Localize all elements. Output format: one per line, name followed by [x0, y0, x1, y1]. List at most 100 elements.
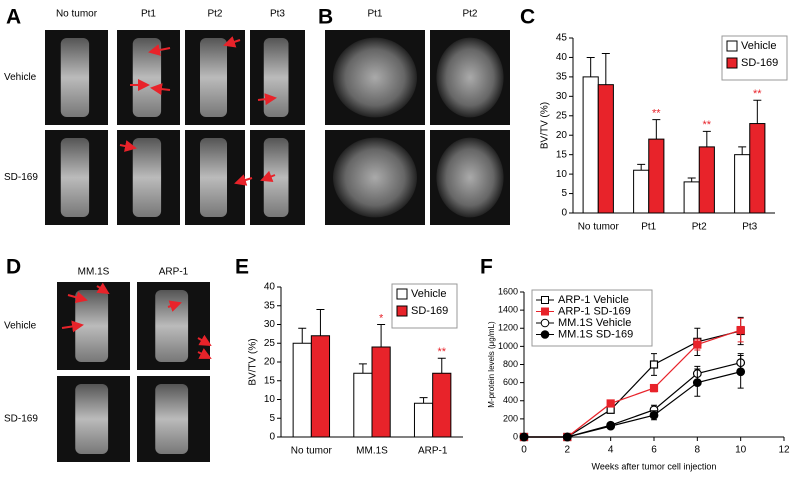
- arrow: [260, 170, 276, 183]
- y-tick-label: 40: [264, 282, 276, 293]
- significance: **: [652, 108, 661, 120]
- y-tick-label: 10: [264, 394, 276, 405]
- y-tick-label: 0: [269, 432, 275, 443]
- legend-label: MM.1S Vehicle: [558, 317, 631, 329]
- bone-shape: [60, 38, 90, 117]
- bar: [582, 76, 599, 214]
- significance: **: [437, 346, 446, 358]
- error-bar: [437, 357, 446, 374]
- marker: [649, 383, 659, 393]
- bone-shape: [263, 138, 289, 217]
- y-tick-label: 25: [556, 110, 568, 121]
- legend-marker: [540, 318, 550, 328]
- y-tick-label: 1000: [498, 341, 518, 351]
- column-label: ARP-1: [159, 267, 189, 278]
- x-tick-label: Pt1: [641, 222, 656, 233]
- image-panels: A No tumor Pt1 Pt2 Pt3 Vehicle SD-169 B Pt1 Pt2 D M…: [4, 6, 510, 462]
- y-tick-label: 800: [503, 359, 518, 369]
- arrow: [61, 320, 84, 333]
- row-label: SD-169: [4, 414, 38, 425]
- legend-label: Vehicle: [741, 40, 776, 52]
- y-axis-label: BV/TV (%): [540, 102, 551, 149]
- bar: [432, 372, 452, 438]
- legend-box: [531, 289, 653, 347]
- arrow: [167, 300, 182, 312]
- marker: [692, 378, 702, 388]
- error-bar: [702, 130, 711, 147]
- bone-shape: [60, 138, 90, 217]
- bar: [633, 169, 650, 214]
- arrow: [119, 140, 137, 152]
- x-tick-label: Pt2: [692, 222, 707, 233]
- error-bar: [358, 363, 367, 374]
- marker: [562, 432, 572, 442]
- x-tick-label: 6: [651, 445, 657, 456]
- error-bar: [738, 146, 747, 155]
- y-tick-label: 15: [264, 375, 276, 386]
- x-tick-label: ARP-1: [418, 446, 448, 457]
- panel-letter: F: [480, 256, 493, 279]
- y-tick-label: 35: [264, 300, 276, 311]
- bar: [371, 346, 391, 438]
- x-tick-label: No tumor: [291, 446, 333, 457]
- bone-shape: [200, 138, 227, 217]
- column-label: Pt3: [270, 9, 285, 20]
- y-tick-label: 400: [503, 395, 518, 405]
- error-bar: [316, 309, 325, 336]
- y-tick-label: 200: [503, 413, 518, 423]
- y-tick-label: 10: [556, 169, 568, 180]
- y-tick-label: 45: [556, 33, 568, 44]
- bar: [734, 154, 751, 214]
- ct-section: [436, 37, 504, 118]
- ct-section: [333, 37, 417, 118]
- bar: [413, 402, 434, 438]
- legend-label: MM.1S SD-169: [558, 328, 633, 340]
- arrow: [223, 36, 241, 48]
- y-tick-label: 5: [269, 413, 275, 424]
- y-axis-label: BV/TV (%): [248, 338, 259, 385]
- x-tick-label: MM.1S: [356, 446, 388, 457]
- bone-shape: [200, 38, 227, 117]
- row-label: Vehicle: [4, 321, 37, 332]
- arrow: [150, 83, 171, 96]
- y-tick-label: 20: [264, 357, 276, 368]
- panel-letter: B: [318, 6, 333, 29]
- marker: [606, 399, 615, 408]
- bar: [353, 372, 373, 438]
- column-label: MM.1S: [78, 267, 110, 278]
- ct-section: [436, 137, 504, 218]
- error-bar: [753, 99, 762, 124]
- ct-section: [333, 137, 417, 218]
- arrow: [67, 291, 88, 304]
- column-label: Pt2: [207, 9, 222, 20]
- x-tick-label: Pt3: [742, 222, 757, 233]
- bar: [749, 123, 766, 214]
- legend-label: Vehicle: [411, 288, 446, 300]
- arrow: [234, 174, 253, 186]
- y-tick-label: 5: [561, 188, 567, 199]
- marker: [693, 340, 702, 349]
- y-tick-label: 1200: [498, 323, 518, 333]
- y-tick-label: 0: [513, 431, 518, 441]
- legend-label: ARP-1 Vehicle: [558, 294, 629, 306]
- marker: [736, 325, 745, 335]
- arrow: [197, 334, 212, 347]
- column-label: Pt1: [141, 9, 156, 20]
- column-label: Pt2: [462, 9, 477, 20]
- x-tick-label: 12: [778, 445, 790, 456]
- legend-swatch: [396, 305, 408, 317]
- arrow: [197, 348, 212, 359]
- bar: [310, 335, 331, 438]
- error-bar: [419, 397, 428, 404]
- panel-letter: E: [235, 256, 249, 279]
- bar: [292, 342, 312, 438]
- bone-shape: [263, 38, 289, 117]
- bar: [683, 181, 700, 214]
- significance: **: [703, 119, 712, 131]
- x-tick-label: No tumor: [578, 222, 620, 233]
- marker: [649, 360, 659, 369]
- legend-swatch: [396, 288, 408, 300]
- x-tick-label: 8: [695, 445, 701, 456]
- x-tick-label: 0: [521, 445, 527, 456]
